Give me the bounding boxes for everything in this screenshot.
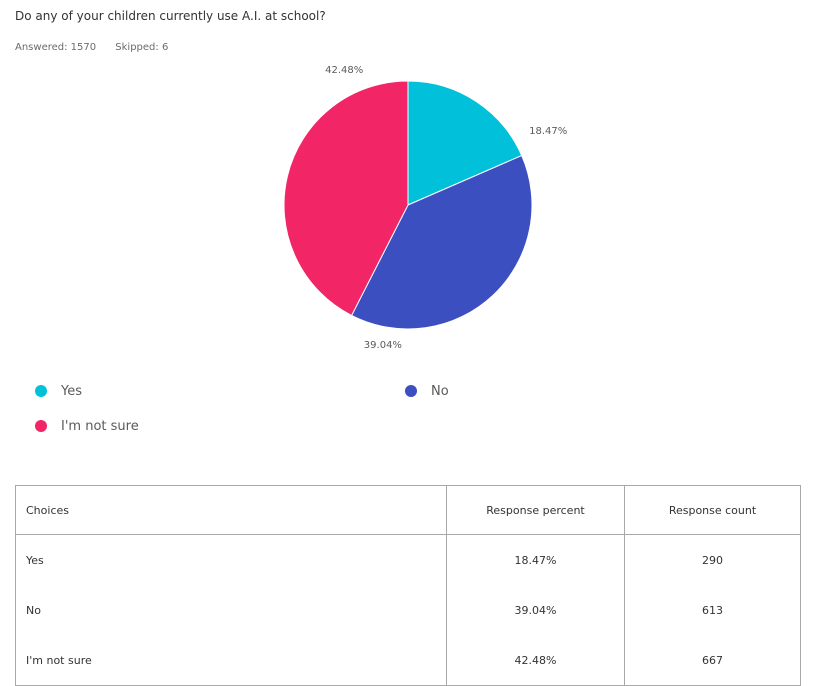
pie-slice-no[interactable] bbox=[350, 154, 533, 330]
pie-slice-i-m-not-sure[interactable] bbox=[283, 80, 409, 317]
legend-item-yes[interactable]: Yes bbox=[35, 384, 82, 399]
table-row: No 39.04% 613 bbox=[16, 585, 800, 635]
results-table: Choices Response percent Response count … bbox=[15, 485, 801, 686]
legend-dot-not-sure bbox=[35, 419, 47, 432]
count-cell: 290 bbox=[624, 534, 800, 585]
table-header-row: Choices Response percent Response count bbox=[16, 486, 800, 535]
table-row: Yes 18.47% 290 bbox=[16, 534, 800, 585]
percent-cell: 18.47% bbox=[446, 534, 625, 585]
pie-chart: 18.47% 39.04% 42.48% bbox=[283, 65, 567, 351]
legend-label-no: No bbox=[431, 384, 449, 399]
data-label-no: 39.04% bbox=[364, 340, 402, 351]
count-cell: 613 bbox=[624, 585, 800, 635]
data-label-yes: 18.47% bbox=[529, 126, 567, 137]
legend-label-not-sure: I'm not sure bbox=[61, 419, 139, 434]
choice-cell: No bbox=[26, 603, 41, 617]
choice-cell: I'm not sure bbox=[26, 653, 92, 667]
table-row: I'm not sure 42.48% 667 bbox=[16, 635, 800, 685]
question-title: Do any of your children currently use A.… bbox=[15, 9, 326, 23]
column-header-count: Response count bbox=[624, 486, 800, 535]
legend-item-not-sure[interactable]: I'm not sure bbox=[35, 419, 139, 434]
percent-cell: 42.48% bbox=[446, 635, 625, 685]
answered-count: Answered: 1570 bbox=[15, 42, 97, 53]
column-header-choices: Choices bbox=[16, 486, 447, 535]
legend-dot-yes bbox=[35, 384, 47, 397]
response-stats: Answered: 1570 Skipped: 6 bbox=[15, 42, 168, 53]
percent-cell: 39.04% bbox=[446, 585, 625, 635]
legend-dot-no bbox=[405, 384, 417, 397]
legend-label-yes: Yes bbox=[61, 384, 82, 399]
legend-item-no[interactable]: No bbox=[405, 384, 449, 399]
data-label-i-m-not-sure: 42.48% bbox=[325, 65, 363, 76]
skipped-count: Skipped: 6 bbox=[115, 42, 169, 53]
pie-slice-yes[interactable] bbox=[407, 80, 523, 206]
choice-cell: Yes bbox=[26, 553, 44, 567]
count-cell: 667 bbox=[624, 635, 800, 685]
column-header-percent: Response percent bbox=[446, 486, 625, 535]
